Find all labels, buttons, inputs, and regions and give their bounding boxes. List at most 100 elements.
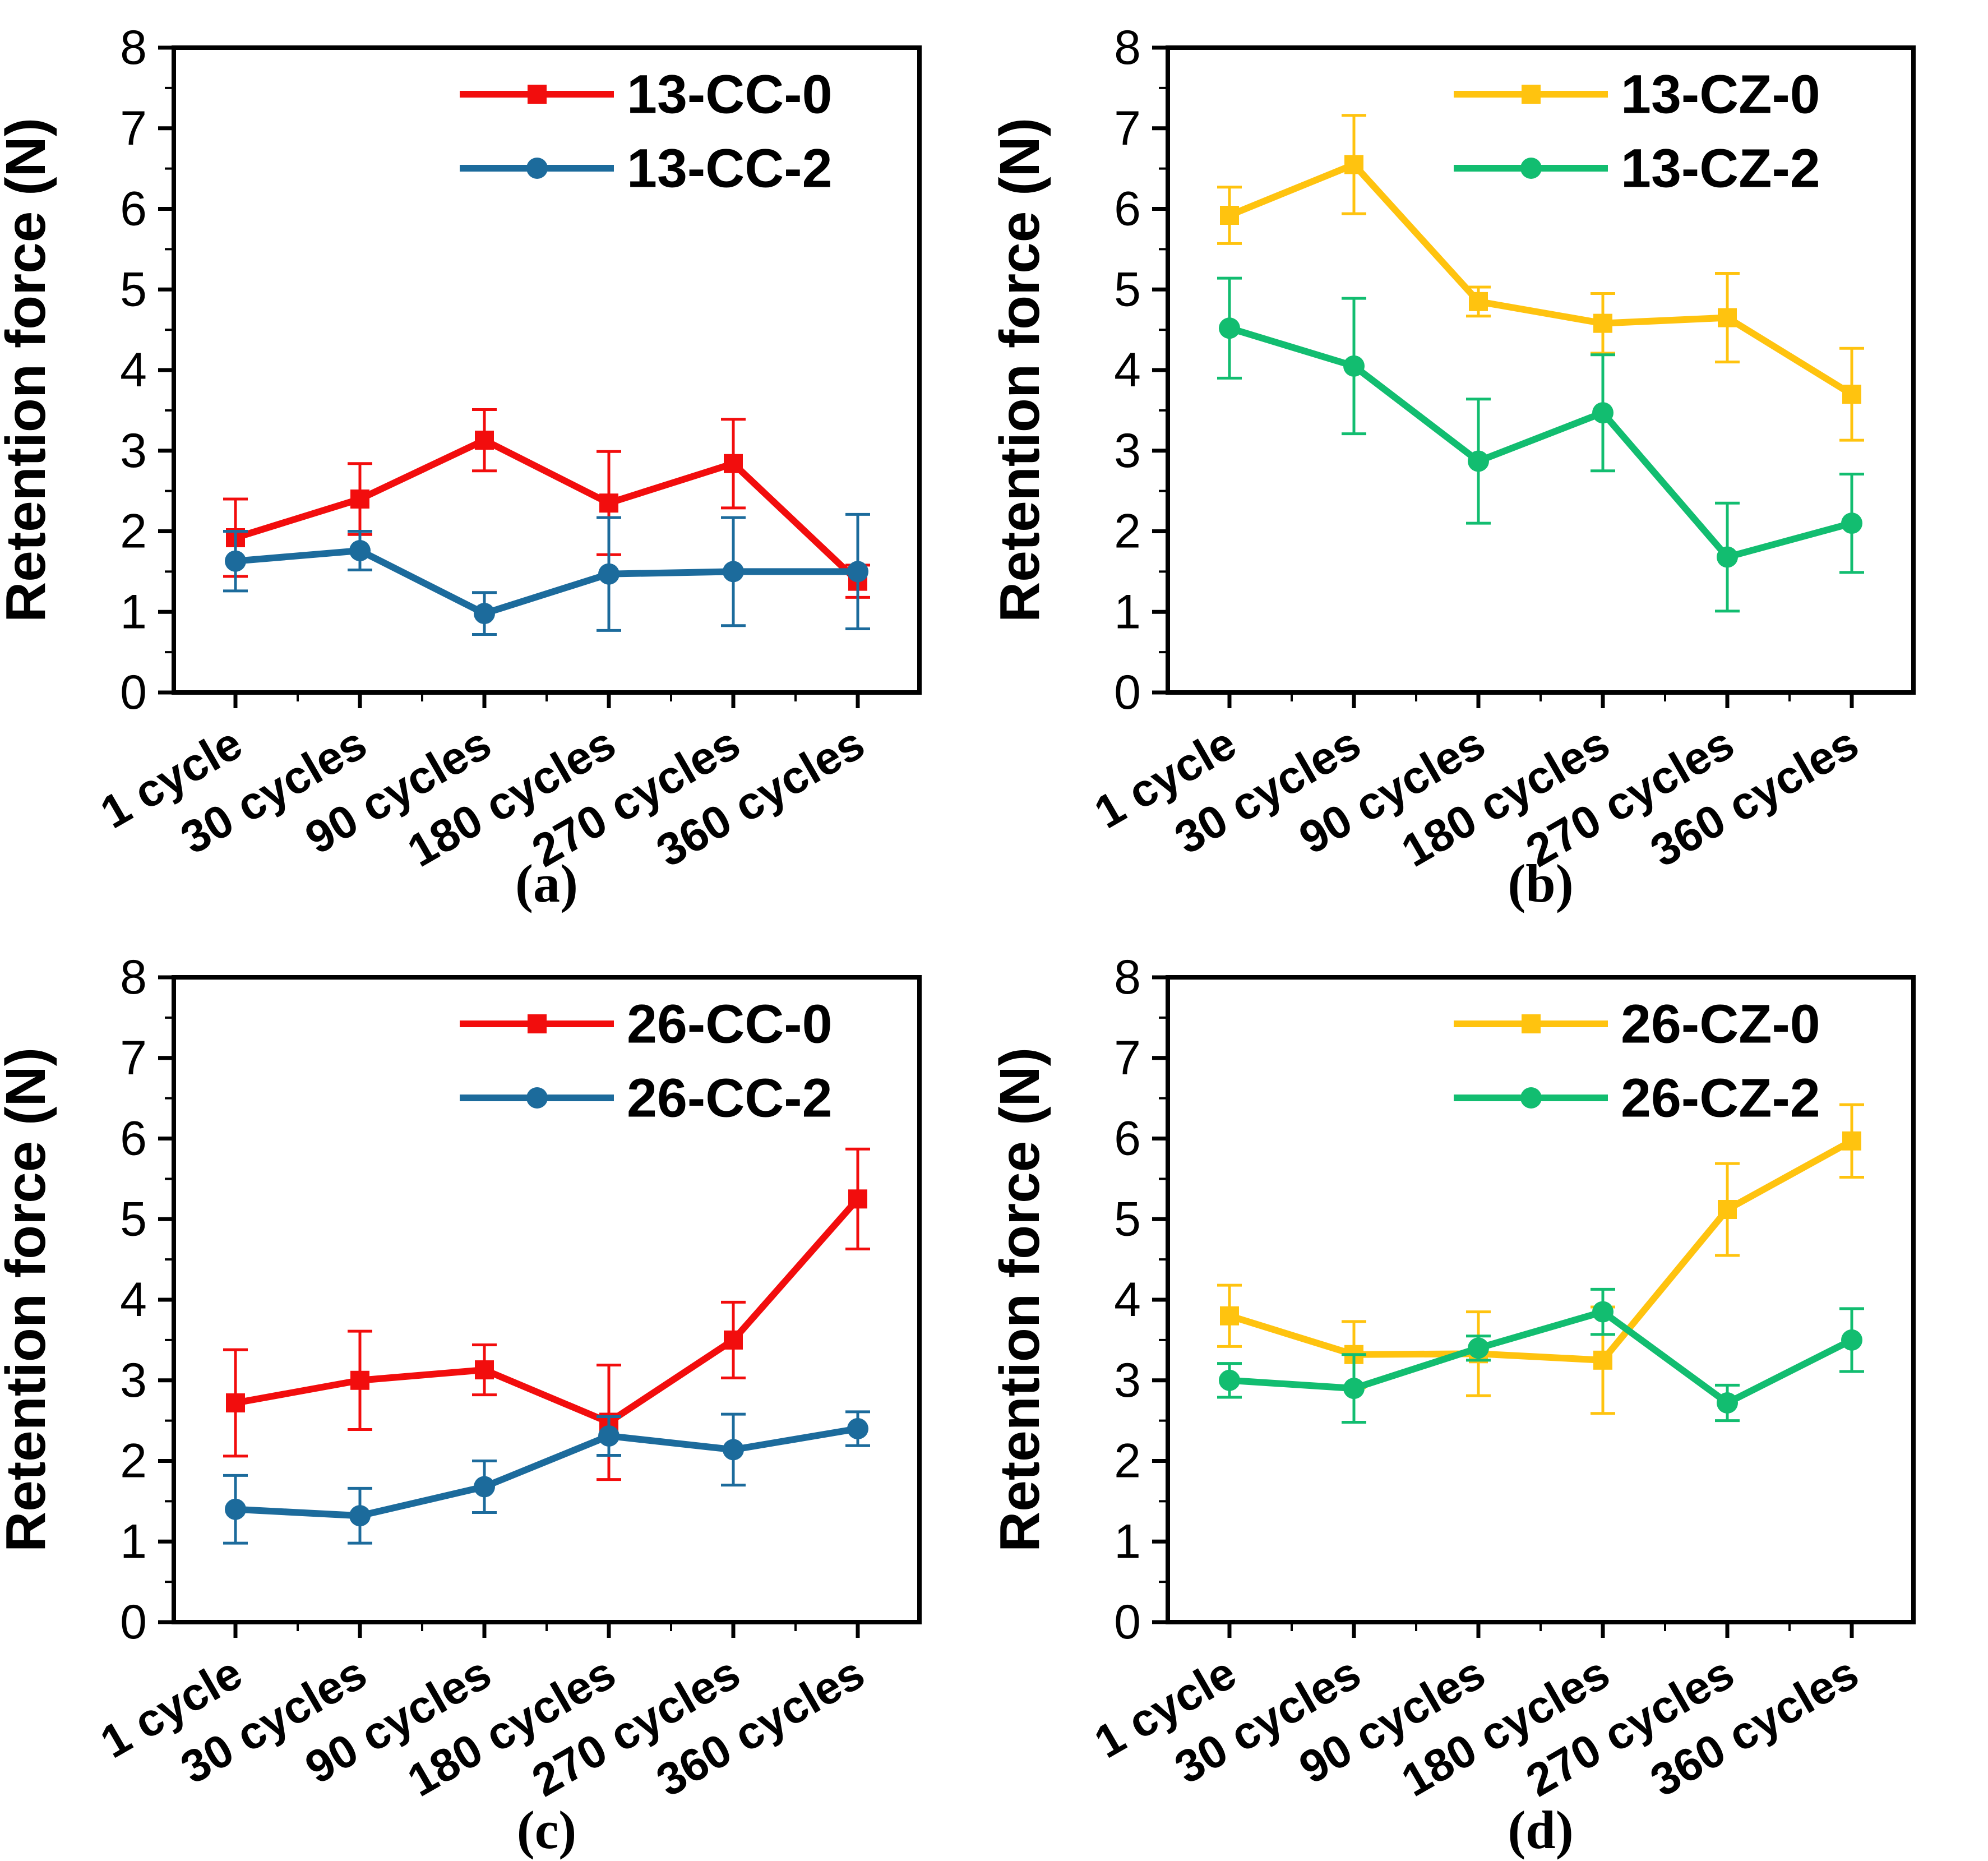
y-axis-tick-label: 3 xyxy=(120,424,147,478)
data-point-marker xyxy=(1842,1131,1861,1151)
data-point-marker xyxy=(1468,450,1489,472)
y-axis-tick-label: 0 xyxy=(1114,666,1141,719)
data-point-marker xyxy=(1343,1378,1365,1400)
series-13-CC-2 xyxy=(223,512,870,636)
data-point-marker xyxy=(1219,317,1240,339)
y-axis-tick-label: 5 xyxy=(1114,262,1141,316)
series-26-CZ-0 xyxy=(1217,1103,1864,1415)
data-point-marker xyxy=(1718,308,1737,327)
y-axis-tick-label: 2 xyxy=(1114,1434,1141,1488)
legend-label: 26-CC-0 xyxy=(627,994,833,1055)
y-axis-tick-label: 2 xyxy=(120,505,147,558)
data-point-marker xyxy=(350,1370,369,1390)
data-point-marker xyxy=(349,540,371,561)
panel-b-label: (b) xyxy=(1508,853,1574,913)
data-line xyxy=(1228,160,1854,398)
y-axis-tick-label: 4 xyxy=(120,343,147,397)
legend-label: 13-CC-2 xyxy=(627,138,833,199)
data-point-marker xyxy=(724,454,743,473)
data-point-marker xyxy=(474,603,495,625)
data-point-marker xyxy=(1841,1329,1862,1351)
data-point-marker xyxy=(1592,1301,1613,1323)
data-point-marker xyxy=(226,1393,245,1412)
data-point-marker xyxy=(723,1439,744,1461)
y-axis-title: Retention force (N) xyxy=(0,118,57,622)
legend-marker-square-icon xyxy=(1522,85,1541,104)
data-point-marker xyxy=(1718,1200,1737,1219)
data-point-marker xyxy=(474,1476,495,1498)
legend-marker-circle-icon xyxy=(1520,1087,1542,1109)
y-axis-tick-label: 8 xyxy=(120,950,147,1004)
y-axis-tick-label: 6 xyxy=(1114,1112,1141,1166)
data-point-marker xyxy=(1220,1306,1239,1326)
data-point-marker xyxy=(1593,313,1612,333)
data-point-marker xyxy=(848,1189,867,1209)
y-axis-title: Retention force (N) xyxy=(994,118,1051,622)
series-13-CZ-2 xyxy=(1217,276,1864,613)
y-axis-tick-label: 1 xyxy=(120,585,147,639)
y-axis-tick-label: 2 xyxy=(120,1434,147,1488)
legend-label: 26-CZ-0 xyxy=(1621,994,1820,1055)
data-point-marker xyxy=(1717,1392,1738,1414)
data-line xyxy=(1228,325,1853,561)
y-axis-title: Retention force (N) xyxy=(994,1047,1051,1552)
data-point-marker xyxy=(1220,206,1239,225)
y-axis-tick-label: 7 xyxy=(120,101,147,155)
legend-label: 13-CZ-2 xyxy=(1621,138,1820,199)
y-axis-tick-label: 1 xyxy=(120,1514,147,1568)
y-axis-title: Retention force (N) xyxy=(0,1047,57,1552)
series-13-CZ-0 xyxy=(1217,114,1864,442)
y-axis-tick-label: 6 xyxy=(120,182,147,236)
y-axis-tick-label: 0 xyxy=(1114,1595,1141,1649)
plot-frame xyxy=(172,45,922,695)
data-point-marker xyxy=(1344,155,1363,174)
y-axis-tick-label: 5 xyxy=(120,262,147,316)
data-point-marker xyxy=(1468,1337,1489,1359)
y-axis-tick-label: 3 xyxy=(1114,424,1141,478)
data-point-marker xyxy=(598,563,619,585)
y-axis-tick-label: 4 xyxy=(1114,343,1141,397)
plot-frame xyxy=(172,975,922,1624)
legend-label: 13-CZ-0 xyxy=(1621,64,1820,125)
data-point-marker xyxy=(350,490,369,509)
data-point-marker xyxy=(1593,1350,1612,1370)
plot-frame xyxy=(1166,45,1916,695)
plot-frame xyxy=(1166,975,1916,1624)
legend-marker-square-icon xyxy=(1522,1014,1541,1033)
y-axis-tick-label: 7 xyxy=(1114,101,1141,155)
y-axis-tick-label: 3 xyxy=(120,1354,147,1407)
data-point-marker xyxy=(1841,512,1862,534)
data-line xyxy=(235,547,858,617)
data-point-marker xyxy=(225,1498,246,1520)
y-axis-tick-label: 4 xyxy=(1114,1273,1141,1327)
data-point-marker xyxy=(599,493,618,513)
series-26-CZ-2 xyxy=(1217,1287,1864,1424)
y-axis-tick-label: 0 xyxy=(120,1595,147,1649)
legend-marker-circle-icon xyxy=(1520,158,1542,179)
data-point-marker xyxy=(1842,385,1861,404)
y-axis-tick-label: 4 xyxy=(120,1273,147,1327)
data-point-marker xyxy=(349,1505,371,1527)
data-point-marker xyxy=(598,1425,619,1447)
legend-marker-square-icon xyxy=(528,1014,547,1033)
data-point-marker xyxy=(847,561,868,583)
data-line xyxy=(235,1425,858,1520)
data-line xyxy=(234,1197,861,1426)
data-line xyxy=(234,436,861,584)
panel-a-label: (a) xyxy=(515,853,578,913)
data-point-marker xyxy=(723,561,744,583)
y-axis-tick-label: 8 xyxy=(1114,950,1141,1004)
panel-d-label: (d) xyxy=(1508,1800,1574,1860)
series-26-CC-0 xyxy=(223,1147,870,1481)
y-axis-tick-label: 2 xyxy=(1114,505,1141,558)
panel-c-label: (c) xyxy=(516,1800,577,1860)
